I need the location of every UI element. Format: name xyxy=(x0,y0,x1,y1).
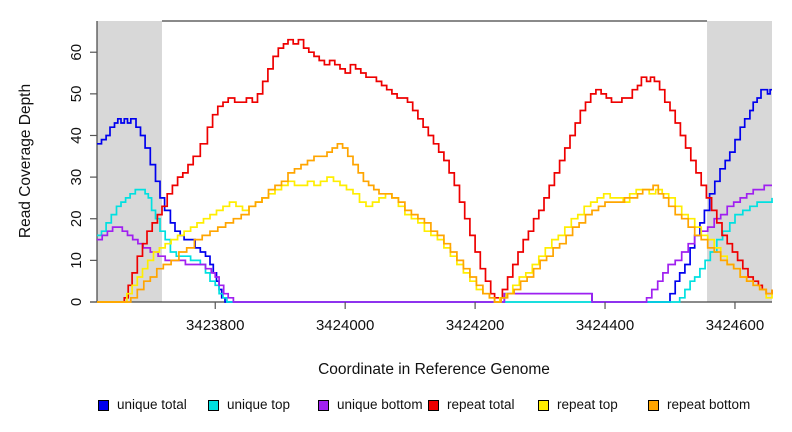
legend-label: unique bottom xyxy=(337,397,423,412)
series-line-repeat-bottom xyxy=(97,142,773,303)
legend-label: repeat top xyxy=(557,397,618,412)
legend-item-repeat-bottom: repeat bottom xyxy=(648,396,750,414)
x-tick-label: 3424400 xyxy=(576,317,634,334)
series-line-unique-bottom xyxy=(97,184,772,303)
y-tick-label: 20 xyxy=(68,210,85,227)
chart-legend: unique total unique top unique bottom repea… xyxy=(0,396,792,416)
legend-label: unique total xyxy=(117,397,187,412)
legend-swatch-icon xyxy=(538,399,549,411)
legend-swatch-icon xyxy=(208,399,219,411)
y-tick-label: 30 xyxy=(68,169,85,186)
legend-swatch-icon xyxy=(318,399,329,411)
legend-label: repeat total xyxy=(447,397,515,412)
legend-label: unique top xyxy=(227,397,291,412)
series-lines xyxy=(97,38,773,303)
legend-item-repeat-total: repeat total xyxy=(428,396,515,414)
legend-item-repeat-top: repeat top xyxy=(538,396,618,414)
series-line-unique-total xyxy=(97,88,772,303)
y-tick-label: 0 xyxy=(68,298,85,306)
legend-swatch-icon xyxy=(98,399,109,411)
legend-item-unique-total: unique total xyxy=(98,396,187,414)
x-tick-label: 3424000 xyxy=(316,317,374,334)
x-tick-label: 3423800 xyxy=(186,317,244,334)
legend-item-unique-bottom: unique bottom xyxy=(318,396,423,414)
y-axis-ticks: 0 10 20 30 40 50 60 xyxy=(68,44,97,306)
legend-swatch-icon xyxy=(648,399,659,411)
legend-swatch-icon xyxy=(428,399,439,411)
series-line-unique-top xyxy=(97,188,773,303)
legend-label: repeat bottom xyxy=(667,397,751,412)
x-tick-label: 3424600 xyxy=(706,317,764,334)
y-tick-label: 50 xyxy=(68,86,85,103)
x-axis-title: Coordinate in Reference Genome xyxy=(318,361,550,378)
shaded-region xyxy=(707,21,772,302)
legend-item-unique-top: unique top xyxy=(208,396,290,414)
series-line-repeat-total xyxy=(97,38,773,303)
x-axis-ticks: 3423800 3424000 3424200 3424400 3424600 xyxy=(186,302,764,334)
y-tick-label: 60 xyxy=(68,44,85,61)
y-axis-title: Read Coverage Depth xyxy=(17,84,34,238)
y-tick-label: 10 xyxy=(68,252,85,269)
y-tick-label: 40 xyxy=(68,127,85,144)
x-tick-label: 3424200 xyxy=(446,317,504,334)
